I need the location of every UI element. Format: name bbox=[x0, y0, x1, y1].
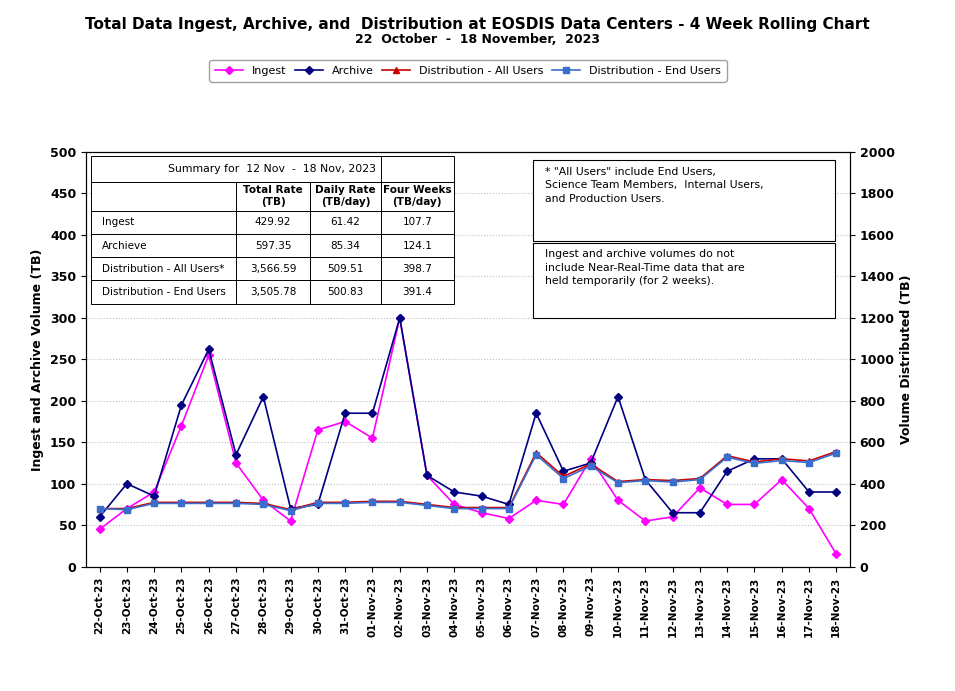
Text: Ingest and archive volumes do not
include Near-Real-Time data that are
held temp: Ingest and archive volumes do not includ… bbox=[545, 249, 745, 286]
Bar bbox=[381, 234, 454, 257]
Text: 509.51: 509.51 bbox=[328, 264, 364, 274]
Text: * "All Users" include End Users,
Science Team Members,  Internal Users,
and Prod: * "All Users" include End Users, Science… bbox=[545, 167, 764, 204]
Bar bbox=[310, 281, 381, 303]
Text: 124.1: 124.1 bbox=[402, 240, 433, 251]
Text: Distribution - All Users*: Distribution - All Users* bbox=[101, 264, 224, 274]
Bar bbox=[381, 211, 454, 234]
Text: Daily Rate
(TB/day): Daily Rate (TB/day) bbox=[315, 185, 376, 207]
Text: 61.42: 61.42 bbox=[330, 217, 361, 227]
Bar bbox=[310, 182, 381, 211]
Text: 398.7: 398.7 bbox=[402, 264, 433, 274]
Text: 500.83: 500.83 bbox=[328, 287, 364, 297]
Bar bbox=[91, 156, 454, 182]
Legend: Ingest, Archive, Distribution - All Users, Distribution - End Users: Ingest, Archive, Distribution - All User… bbox=[209, 60, 727, 82]
Bar bbox=[236, 182, 310, 211]
Text: 22  October  -  18 November,  2023: 22 October - 18 November, 2023 bbox=[355, 33, 600, 46]
Text: Distribution - End Users: Distribution - End Users bbox=[101, 287, 225, 297]
Text: 429.92: 429.92 bbox=[255, 217, 291, 227]
Text: Four Weeks
(TB/day): Four Weeks (TB/day) bbox=[383, 185, 452, 207]
Y-axis label: Ingest and Archive Volume (TB): Ingest and Archive Volume (TB) bbox=[32, 248, 45, 471]
Bar bbox=[310, 211, 381, 234]
Bar bbox=[236, 234, 310, 257]
Bar bbox=[310, 234, 381, 257]
Text: 3,566.59: 3,566.59 bbox=[250, 264, 296, 274]
Bar bbox=[91, 281, 236, 303]
Text: Archieve: Archieve bbox=[101, 240, 147, 251]
Bar bbox=[381, 281, 454, 303]
Text: Summary for  12 Nov  -  18 Nov, 2023: Summary for 12 Nov - 18 Nov, 2023 bbox=[168, 164, 376, 174]
Text: Total Data Ingest, Archive, and  Distribution at EOSDIS Data Centers - 4 Week Ro: Total Data Ingest, Archive, and Distribu… bbox=[85, 17, 870, 32]
Bar bbox=[310, 257, 381, 281]
Text: 3,505.78: 3,505.78 bbox=[250, 287, 296, 297]
Bar bbox=[91, 211, 236, 234]
Text: 107.7: 107.7 bbox=[402, 217, 433, 227]
Bar bbox=[236, 257, 310, 281]
Y-axis label: Volume Distributed (TB): Volume Distributed (TB) bbox=[901, 274, 913, 444]
Text: Ingest: Ingest bbox=[101, 217, 134, 227]
Text: 85.34: 85.34 bbox=[330, 240, 361, 251]
Bar bbox=[91, 257, 236, 281]
Bar bbox=[91, 234, 236, 257]
Bar bbox=[236, 281, 310, 303]
Bar bbox=[381, 182, 454, 211]
Text: 597.35: 597.35 bbox=[255, 240, 291, 251]
Bar bbox=[381, 257, 454, 281]
Text: Total Rate
(TB): Total Rate (TB) bbox=[244, 185, 303, 207]
Text: 391.4: 391.4 bbox=[402, 287, 433, 297]
Bar bbox=[91, 182, 236, 211]
Bar bbox=[236, 211, 310, 234]
